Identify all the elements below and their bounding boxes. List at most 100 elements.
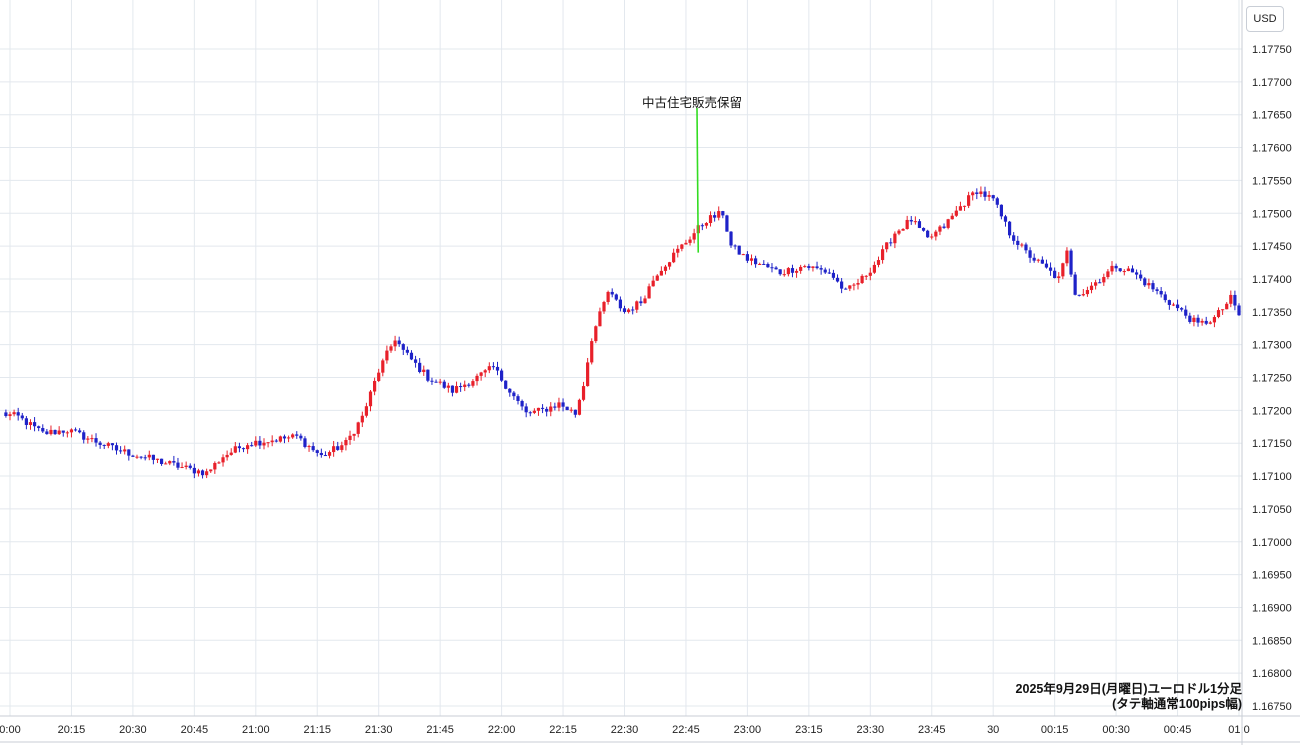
candle-body xyxy=(1143,278,1147,286)
candle-body xyxy=(946,219,950,228)
candle-body xyxy=(159,458,164,464)
candle-body xyxy=(1175,304,1180,309)
candle-body xyxy=(1106,271,1110,278)
candle-body xyxy=(762,263,766,265)
candle-body xyxy=(364,406,369,416)
candle-body xyxy=(69,429,74,433)
annotation-label: 中古住宅販売保留 xyxy=(642,96,743,110)
candle-body xyxy=(1151,283,1155,290)
candle-body xyxy=(508,388,512,393)
candle-body xyxy=(373,380,377,392)
candle-body xyxy=(1028,250,1032,258)
y-tick-label: 1.16850 xyxy=(1252,635,1292,647)
candle-body xyxy=(155,458,160,460)
candle-body xyxy=(979,191,983,194)
candle-body xyxy=(512,392,516,397)
x-tick-label: 20:15 xyxy=(58,724,86,736)
candle-body xyxy=(172,461,176,463)
caption-line-2: (タテ軸通常100pips幅) xyxy=(1112,697,1242,711)
candle-body xyxy=(897,230,901,234)
candle-body xyxy=(753,258,758,265)
candle-body xyxy=(143,457,147,459)
annotation-pointer xyxy=(696,107,700,253)
x-tick-label: 00:15 xyxy=(1041,724,1069,736)
candle-body xyxy=(8,414,12,416)
y-tick-label: 1.17650 xyxy=(1252,110,1292,122)
candle-body xyxy=(106,443,110,446)
candle-body xyxy=(176,462,180,468)
candle-body xyxy=(860,275,864,284)
x-tick-label: 22:45 xyxy=(672,724,700,736)
candle-body xyxy=(1040,259,1044,264)
candle-body xyxy=(692,233,696,240)
candle-body xyxy=(848,285,852,289)
currency-badge[interactable]: USD xyxy=(1246,6,1284,32)
candle-body xyxy=(20,415,24,419)
chart-caption: 2025年9月29日(月曜日)ユーロドル1分足 (タテ軸通常100pips幅) xyxy=(1016,682,1242,712)
candle-body xyxy=(123,449,127,452)
candle-body xyxy=(303,438,307,447)
candle-body xyxy=(90,438,94,440)
candle-body xyxy=(327,452,332,456)
candle-body xyxy=(1204,320,1208,324)
candle-body xyxy=(1102,277,1106,283)
candle-body xyxy=(98,442,102,445)
candle-body xyxy=(356,422,360,434)
candle-body xyxy=(815,266,819,269)
x-tick-label: 00:30 xyxy=(1102,724,1130,736)
candle-body xyxy=(311,446,315,451)
candle-body xyxy=(1036,259,1040,261)
candle-body xyxy=(803,266,807,268)
candle-body xyxy=(524,406,528,413)
candle-body xyxy=(1192,317,1196,322)
x-tick-label: 30 xyxy=(987,724,999,736)
candle-body xyxy=(1147,283,1151,286)
candle-body xyxy=(598,311,602,327)
candle-body xyxy=(938,226,942,232)
candle-body xyxy=(246,445,250,450)
candle-body xyxy=(573,409,577,415)
candle-body xyxy=(557,402,561,408)
candle-body xyxy=(413,359,418,363)
candle-body xyxy=(1012,235,1016,241)
candle-body xyxy=(340,445,344,450)
y-tick-label: 1.16950 xyxy=(1252,570,1292,582)
candle-body xyxy=(110,443,115,446)
candle-body xyxy=(704,223,709,226)
candle-body xyxy=(221,457,225,463)
candle-body xyxy=(655,275,659,281)
candle-body xyxy=(626,309,631,312)
x-tick-label: 00:45 xyxy=(1164,724,1192,736)
candle-body xyxy=(393,340,397,347)
candle-body xyxy=(1089,285,1094,291)
candle-body xyxy=(360,415,364,423)
candle-body xyxy=(962,205,967,207)
candle-body xyxy=(188,465,192,468)
candle-body xyxy=(139,456,143,458)
candle-body xyxy=(999,204,1003,217)
candle-body xyxy=(565,406,569,411)
candle-body xyxy=(229,452,233,455)
y-tick-label: 1.17300 xyxy=(1252,340,1292,352)
candle-body xyxy=(422,369,426,373)
candle-body xyxy=(1118,268,1122,272)
candle-body xyxy=(385,350,389,361)
x-tick-label: 23:30 xyxy=(857,724,885,736)
x-tick-label: 21:00 xyxy=(242,724,270,736)
y-tick-label: 1.17500 xyxy=(1252,208,1292,220)
candle-body xyxy=(254,440,258,446)
candle-body xyxy=(368,391,373,407)
candle-body xyxy=(1032,257,1036,261)
candle-body xyxy=(1016,240,1020,245)
candle-body xyxy=(758,263,762,265)
candle-body xyxy=(1188,315,1192,322)
x-tick-label: 21:15 xyxy=(303,724,331,736)
candle-body xyxy=(286,437,291,439)
candles xyxy=(4,186,1241,479)
candle-body xyxy=(901,228,905,231)
candle-body xyxy=(381,360,385,373)
candle-body xyxy=(45,431,49,435)
candle-body xyxy=(94,438,98,443)
candle-body xyxy=(635,301,639,310)
candle-body xyxy=(352,433,356,436)
